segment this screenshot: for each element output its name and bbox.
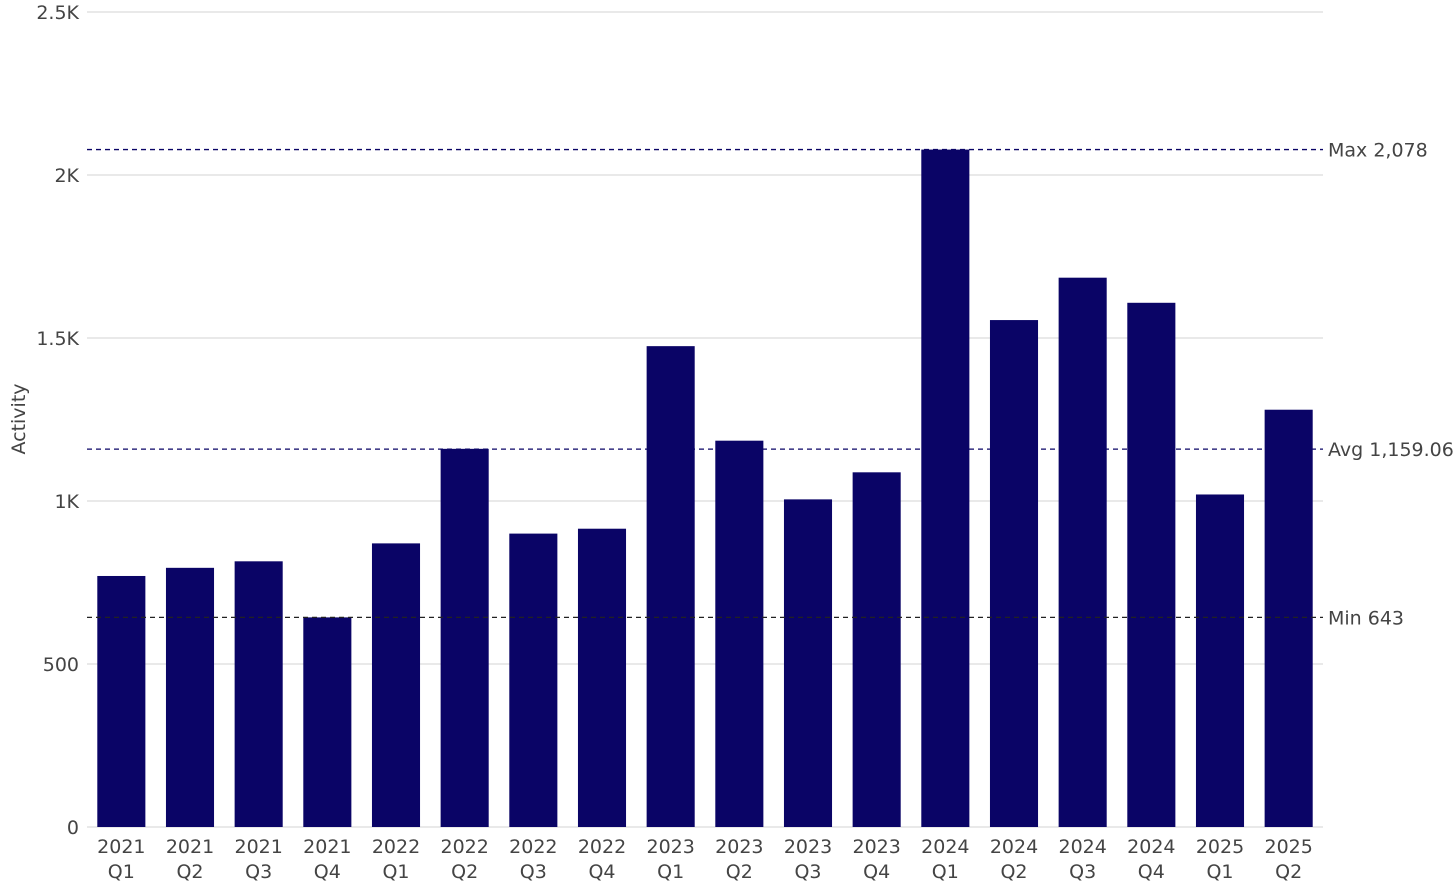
x-tick-label-quarter: Q2 bbox=[1275, 861, 1302, 883]
x-tick-label-quarter: Q4 bbox=[588, 861, 615, 883]
x-tick-label-year: 2022 bbox=[509, 836, 557, 858]
x-tick-label-quarter: Q3 bbox=[1069, 861, 1096, 883]
bar bbox=[646, 346, 695, 827]
ref-label-avg: Avg 1,159.06 bbox=[1328, 439, 1454, 461]
bar bbox=[234, 561, 283, 827]
x-tick-label-year: 2024 bbox=[921, 836, 969, 858]
x-tick-label-quarter: Q4 bbox=[1138, 861, 1165, 883]
bars bbox=[97, 149, 1313, 827]
x-tick-label-year: 2023 bbox=[852, 836, 900, 858]
bar bbox=[715, 440, 764, 827]
y-tick-label: 2K bbox=[54, 165, 79, 187]
x-tick-label-year: 2023 bbox=[784, 836, 832, 858]
x-tick-label-year: 2021 bbox=[303, 836, 351, 858]
y-axis-title: Activity bbox=[8, 383, 30, 454]
x-tick-label-year: 2022 bbox=[372, 836, 420, 858]
x-tick-label-quarter: Q3 bbox=[245, 861, 272, 883]
gridlines bbox=[87, 11, 1323, 828]
ref-label-min: Min 643 bbox=[1328, 607, 1404, 629]
ref-label-max: Max 2,078 bbox=[1328, 140, 1428, 162]
x-tick-label-year: 2021 bbox=[166, 836, 214, 858]
x-tick-label-year: 2024 bbox=[990, 836, 1038, 858]
y-tick-label: 1K bbox=[54, 491, 79, 513]
x-tick-label-quarter: Q2 bbox=[1000, 861, 1027, 883]
x-tick-label-quarter: Q1 bbox=[108, 861, 135, 883]
bar bbox=[577, 528, 627, 827]
y-tick-label: 0 bbox=[67, 817, 79, 839]
bar bbox=[371, 543, 421, 827]
x-tick-label-quarter: Q3 bbox=[794, 861, 821, 883]
x-tick-label-year: 2022 bbox=[440, 836, 488, 858]
bar bbox=[921, 149, 970, 827]
x-tick-label-year: 2021 bbox=[97, 836, 145, 858]
y-axis-ticks: 0 500 1K 1.5K 2K 2.5K bbox=[36, 2, 79, 839]
bar bbox=[97, 575, 146, 827]
x-tick-label-year: 2022 bbox=[578, 836, 626, 858]
reference-lines: Max 2,078 Avg 1,159.06 Min 643 bbox=[87, 140, 1454, 629]
x-tick-label-quarter: Q2 bbox=[451, 861, 478, 883]
bar bbox=[165, 567, 215, 827]
bar bbox=[440, 448, 489, 827]
x-tick-label-quarter: Q2 bbox=[726, 861, 753, 883]
bar bbox=[303, 617, 352, 827]
x-tick-label-year: 2024 bbox=[1058, 836, 1106, 858]
x-axis-ticks: 2021 Q1 2021 Q2 2021 Q3 2021 Q4 2022 Q1 2022 Q2 2022… bbox=[97, 836, 1313, 883]
x-tick-label-year: 2025 bbox=[1196, 836, 1244, 858]
x-tick-label-year: 2023 bbox=[646, 836, 694, 858]
x-tick-label-year: 2024 bbox=[1127, 836, 1175, 858]
x-tick-label-quarter: Q1 bbox=[382, 861, 409, 883]
bar bbox=[989, 320, 1039, 827]
x-tick-label-quarter: Q2 bbox=[176, 861, 203, 883]
bar bbox=[852, 472, 901, 827]
x-tick-label-quarter: Q1 bbox=[1206, 861, 1233, 883]
x-tick-label-quarter: Q4 bbox=[863, 861, 890, 883]
x-tick-label-quarter: Q1 bbox=[657, 861, 684, 883]
x-tick-label-year: 2021 bbox=[234, 836, 282, 858]
x-tick-label-year: 2023 bbox=[715, 836, 763, 858]
x-tick-label-year: 2025 bbox=[1264, 836, 1312, 858]
y-tick-label: 2.5K bbox=[36, 2, 79, 24]
bar bbox=[783, 499, 833, 827]
x-tick-label-quarter: Q1 bbox=[932, 861, 959, 883]
bar bbox=[1127, 302, 1176, 827]
x-tick-label-quarter: Q4 bbox=[314, 861, 341, 883]
y-tick-label: 500 bbox=[43, 654, 79, 676]
bar bbox=[1264, 409, 1313, 827]
y-tick-label: 1.5K bbox=[36, 328, 79, 350]
x-tick-label-quarter: Q3 bbox=[520, 861, 547, 883]
bar bbox=[1058, 277, 1107, 827]
bar bbox=[1195, 494, 1245, 827]
bar bbox=[509, 533, 558, 827]
